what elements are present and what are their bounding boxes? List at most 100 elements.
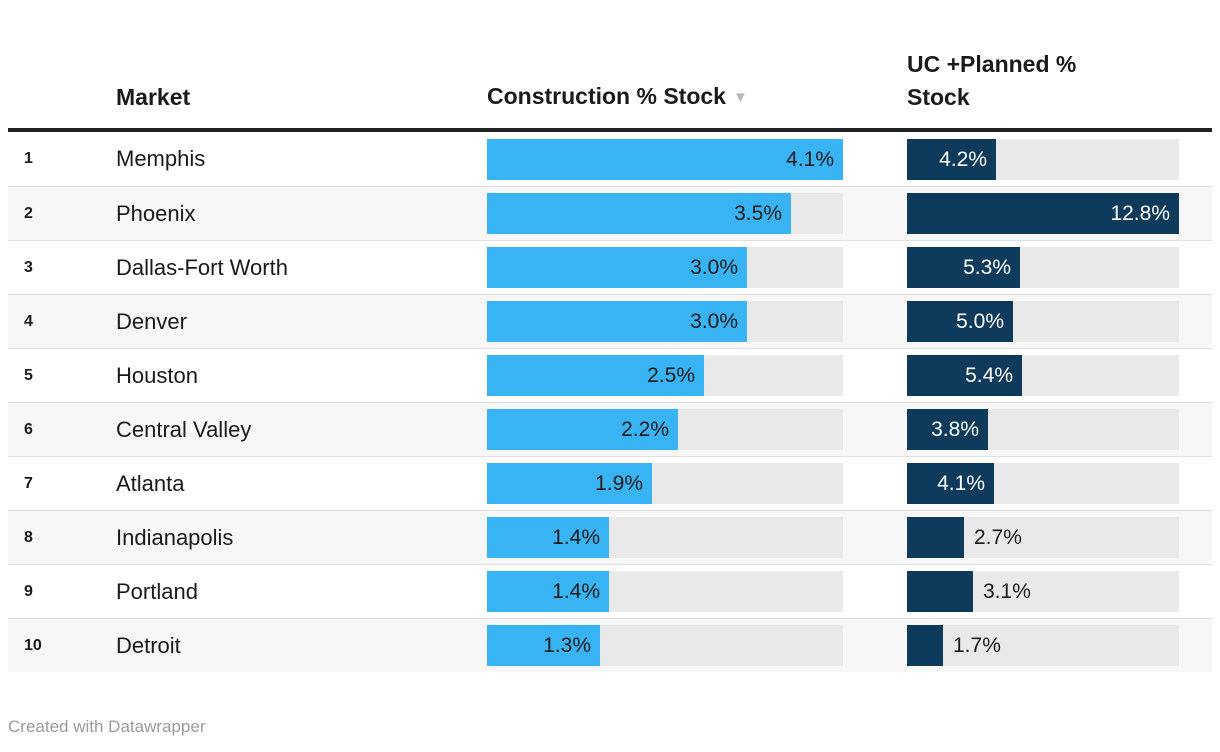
market-cell: Phoenix bbox=[116, 201, 487, 227]
market-label: Detroit bbox=[116, 632, 181, 658]
rank-cell: 4 bbox=[8, 313, 116, 331]
table-row: 5 Houston 2.5% 5.4% bbox=[8, 348, 1212, 402]
construction-cell: 1.4% bbox=[487, 517, 843, 558]
market-label: Houston bbox=[116, 362, 198, 388]
construction-cell: 4.1% bbox=[487, 138, 843, 180]
uc-bar-track: 4.1% bbox=[907, 463, 1179, 504]
uc-planned-cell: 4.2% bbox=[907, 138, 1179, 180]
construction-bar-track: 1.4% bbox=[487, 517, 843, 558]
construction-value-label: 1.3% bbox=[543, 634, 591, 657]
table-row: 2 Phoenix 3.5% 12.8% bbox=[8, 186, 1212, 240]
uc-planned-cell: 3.1% bbox=[907, 571, 1179, 612]
rank-cell: 3 bbox=[8, 259, 116, 277]
construction-bar bbox=[487, 409, 679, 450]
uc-bar bbox=[907, 463, 995, 504]
uc-planned-cell: 12.8% bbox=[907, 193, 1179, 234]
uc-bar-track: 1.7% bbox=[907, 625, 1179, 666]
construction-bar bbox=[487, 138, 843, 180]
market-cell: Indianapolis bbox=[116, 525, 487, 551]
construction-value-label: 2.2% bbox=[621, 418, 669, 441]
column-header-market[interactable]: Market bbox=[116, 48, 487, 114]
uc-bar-track: 12.8% bbox=[907, 193, 1179, 234]
uc-bar bbox=[907, 517, 965, 558]
uc-planned-cell: 4.1% bbox=[907, 463, 1179, 504]
rank-label: 1 bbox=[24, 150, 33, 167]
rank-cell: 6 bbox=[8, 421, 116, 439]
rank-cell: 5 bbox=[8, 367, 116, 385]
rank-label: 4 bbox=[24, 312, 33, 330]
construction-value-label: 1.9% bbox=[595, 472, 643, 495]
uc-value-label: 1.7% bbox=[953, 634, 1001, 657]
table-row: 4 Denver 3.0% 5.0% bbox=[8, 294, 1212, 348]
construction-cell: 3.0% bbox=[487, 301, 843, 342]
uc-bar bbox=[907, 247, 1020, 288]
rank-label: 7 bbox=[24, 474, 33, 492]
uc-planned-column-label: UC +Planned % Stock bbox=[907, 51, 1077, 110]
construction-value-label: 1.4% bbox=[552, 526, 600, 549]
market-label: Indianapolis bbox=[116, 524, 234, 550]
market-label: Central Valley bbox=[116, 416, 252, 442]
rank-cell: 2 bbox=[8, 205, 116, 223]
uc-value-label: 5.3% bbox=[963, 256, 1011, 279]
uc-planned-cell: 5.3% bbox=[907, 247, 1179, 288]
uc-bar-track: 4.2% bbox=[907, 138, 1179, 180]
construction-cell: 2.2% bbox=[487, 409, 843, 450]
uc-bar-track: 3.8% bbox=[907, 409, 1179, 450]
rank-cell: 9 bbox=[8, 583, 116, 601]
construction-bar-track: 2.2% bbox=[487, 409, 843, 450]
construction-cell: 3.0% bbox=[487, 247, 843, 288]
construction-value-label: 3.5% bbox=[734, 202, 782, 225]
construction-bar-track: 3.0% bbox=[487, 247, 843, 288]
construction-value-label: 1.4% bbox=[552, 580, 600, 603]
table-header-row: Market Construction % Stock ▼ UC +Planned… bbox=[8, 0, 1212, 132]
rank-label: 3 bbox=[24, 258, 33, 276]
column-header-uc-planned[interactable]: UC +Planned % Stock bbox=[907, 15, 1179, 114]
rank-cell: 1 bbox=[8, 150, 116, 168]
market-column-label: Market bbox=[116, 84, 191, 110]
construction-bar-track: 3.0% bbox=[487, 301, 843, 342]
rank-label: 6 bbox=[24, 420, 33, 438]
uc-value-label: 5.4% bbox=[965, 364, 1013, 387]
construction-bar bbox=[487, 517, 609, 558]
uc-bar-track: 5.3% bbox=[907, 247, 1179, 288]
datawrapper-link[interactable]: Datawrapper bbox=[108, 717, 206, 736]
market-cell: Atlanta bbox=[116, 471, 487, 497]
rank-label: 10 bbox=[24, 636, 42, 654]
rank-label: 8 bbox=[24, 528, 33, 546]
rank-label: 5 bbox=[24, 366, 33, 384]
table-row: 6 Central Valley 2.2% 3.8% bbox=[8, 402, 1212, 456]
uc-planned-cell: 5.0% bbox=[907, 301, 1179, 342]
uc-value-label: 4.1% bbox=[937, 472, 985, 495]
construction-value-label: 2.5% bbox=[647, 364, 695, 387]
construction-bar bbox=[487, 625, 600, 666]
uc-bar-track: 5.4% bbox=[907, 355, 1179, 396]
construction-cell: 1.9% bbox=[487, 463, 843, 504]
construction-cell: 3.5% bbox=[487, 193, 843, 234]
table-row: 10 Detroit 1.3% 1.7% bbox=[8, 618, 1212, 672]
uc-value-label: 3.1% bbox=[983, 580, 1031, 603]
uc-bar-track: 5.0% bbox=[907, 301, 1179, 342]
column-header-construction[interactable]: Construction % Stock ▼ bbox=[487, 47, 843, 114]
construction-column-label: Construction % Stock bbox=[487, 83, 726, 109]
construction-bar bbox=[487, 193, 791, 234]
market-cell: Portland bbox=[116, 579, 487, 605]
construction-bar-track: 2.5% bbox=[487, 355, 843, 396]
uc-value-label: 5.0% bbox=[956, 310, 1004, 333]
footer: Created with Datawrapper bbox=[8, 717, 1212, 737]
construction-bar-track: 4.1% bbox=[487, 138, 843, 180]
construction-bar-track: 3.5% bbox=[487, 193, 843, 234]
table-row: 8 Indianapolis 1.4% 2.7% bbox=[8, 510, 1212, 564]
construction-bar-track: 1.3% bbox=[487, 625, 843, 666]
uc-planned-cell: 5.4% bbox=[907, 355, 1179, 396]
uc-bar-track: 3.1% bbox=[907, 571, 1179, 612]
market-cell: Memphis bbox=[116, 146, 487, 172]
uc-bar-track: 2.7% bbox=[907, 517, 1179, 558]
uc-planned-cell: 2.7% bbox=[907, 517, 1179, 558]
market-label: Denver bbox=[116, 308, 187, 334]
construction-bar bbox=[487, 355, 705, 396]
uc-planned-cell: 1.7% bbox=[907, 625, 1179, 666]
construction-bar bbox=[487, 463, 652, 504]
market-label: Portland bbox=[116, 578, 198, 604]
sort-descending-icon: ▼ bbox=[732, 89, 748, 106]
